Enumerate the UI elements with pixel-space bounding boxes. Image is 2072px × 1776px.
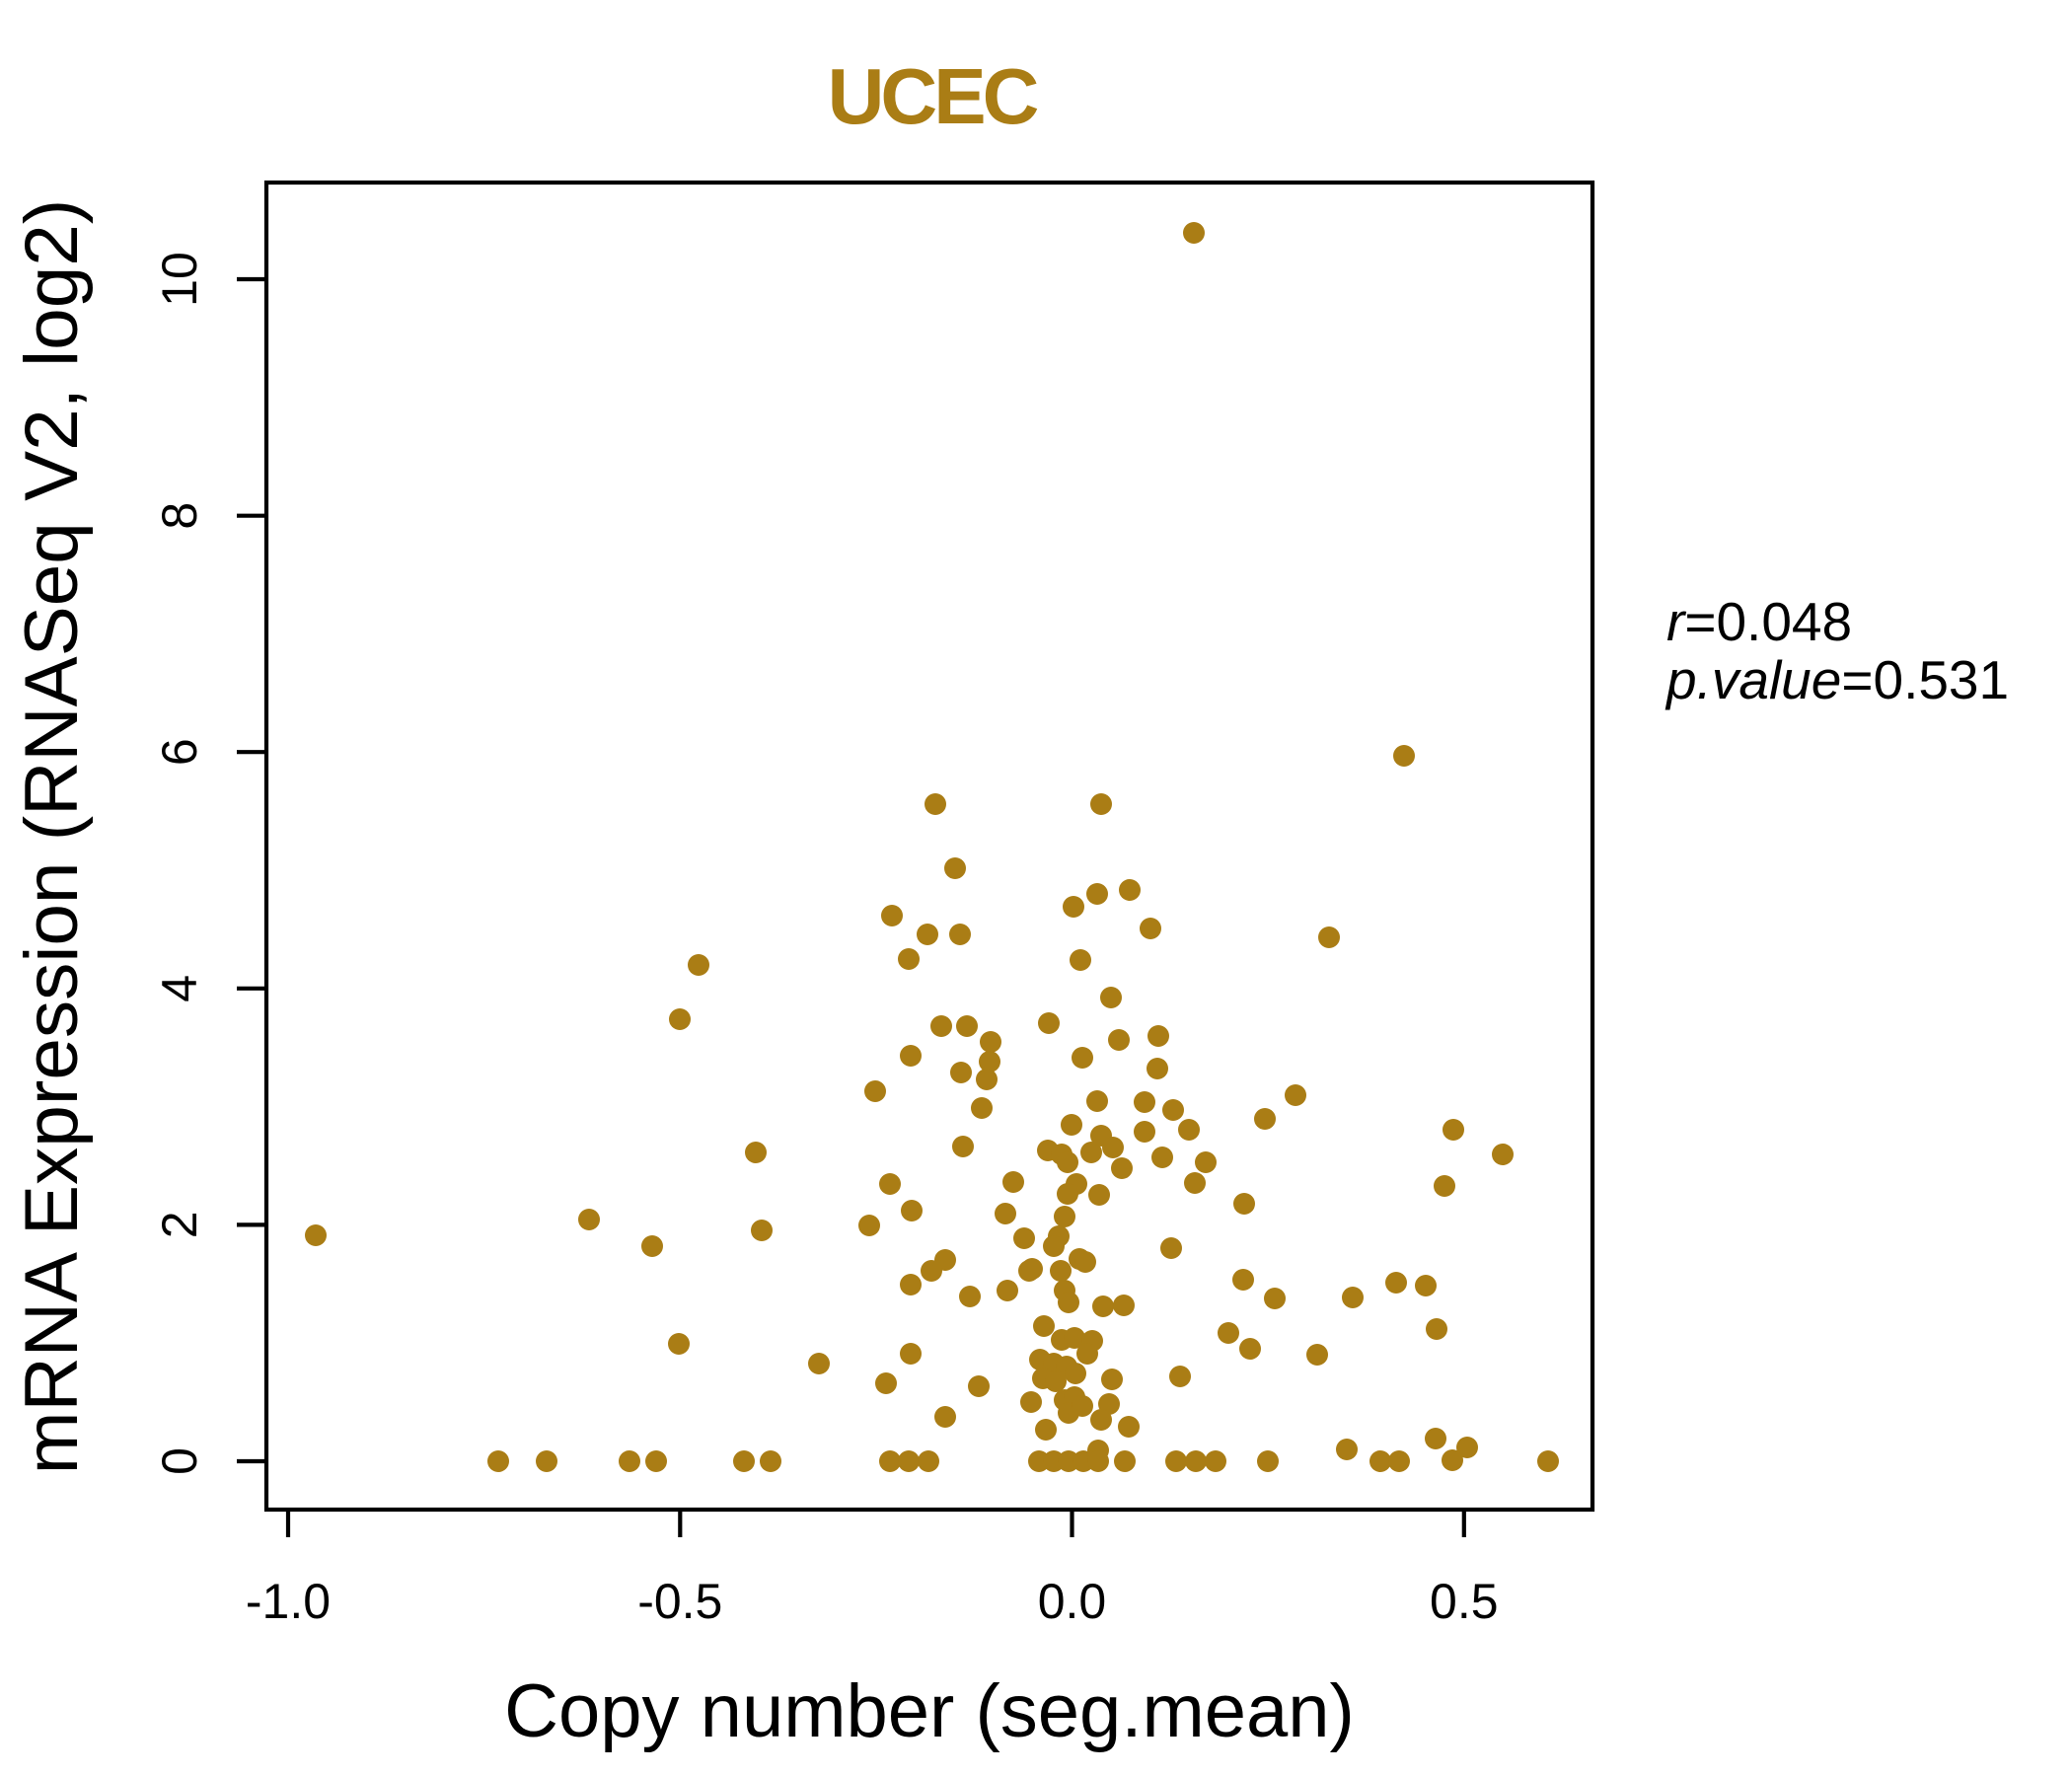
svg-text:8: 8 bbox=[152, 502, 207, 530]
svg-text:Copy number (seg.mean): Copy number (seg.mean) bbox=[504, 1669, 1355, 1753]
svg-text:-1.0: -1.0 bbox=[246, 1574, 331, 1629]
svg-text:0.0: 0.0 bbox=[1038, 1574, 1107, 1629]
svg-text:2: 2 bbox=[152, 1211, 207, 1238]
svg-text:6: 6 bbox=[152, 738, 207, 766]
svg-text:r=0.048: r=0.048 bbox=[1666, 591, 1852, 652]
svg-text:4: 4 bbox=[152, 975, 207, 1002]
svg-text:UCEC: UCEC bbox=[828, 52, 1038, 140]
svg-text:mRNA Expression (RNASeq V2, lo: mRNA Expression (RNASeq V2, log2) bbox=[10, 199, 94, 1475]
svg-text:p.value=0.531: p.value=0.531 bbox=[1665, 649, 2009, 710]
svg-text:0: 0 bbox=[152, 1447, 207, 1475]
svg-text:0.5: 0.5 bbox=[1430, 1574, 1499, 1629]
svg-text:10: 10 bbox=[152, 252, 207, 307]
svg-text:-0.5: -0.5 bbox=[637, 1574, 722, 1629]
